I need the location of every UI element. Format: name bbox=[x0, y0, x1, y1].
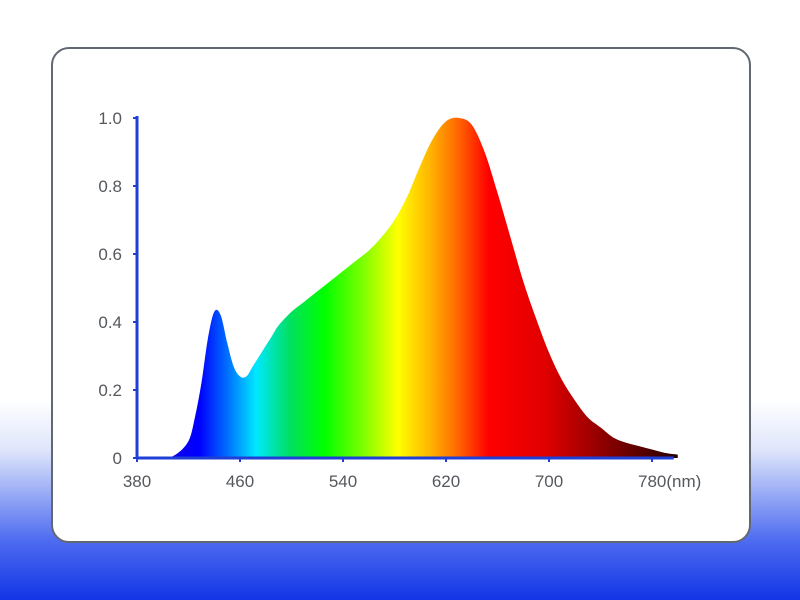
x-tick-label: 540 bbox=[329, 472, 357, 491]
x-tick-label: 780(nm) bbox=[638, 472, 701, 491]
x-tick-label: 460 bbox=[226, 472, 254, 491]
x-tick-label: 700 bbox=[535, 472, 563, 491]
y-ticks: 0 0.2 0.4 0.6 0.8 1.0 bbox=[98, 109, 137, 468]
y-tick-label: 0.8 bbox=[98, 177, 122, 196]
x-tick-label: 380 bbox=[123, 472, 151, 491]
y-tick-label: 0.4 bbox=[98, 313, 122, 332]
y-tick-label: 1.0 bbox=[98, 109, 122, 128]
y-tick-label: 0.6 bbox=[98, 245, 122, 264]
spectrum-area bbox=[137, 117, 678, 458]
x-tick-label: 620 bbox=[432, 472, 460, 491]
y-tick-label: 0.2 bbox=[98, 381, 122, 400]
x-ticks: 380 460 540 620 700 780(nm) bbox=[123, 458, 701, 491]
y-tick-label: 0 bbox=[113, 449, 122, 468]
